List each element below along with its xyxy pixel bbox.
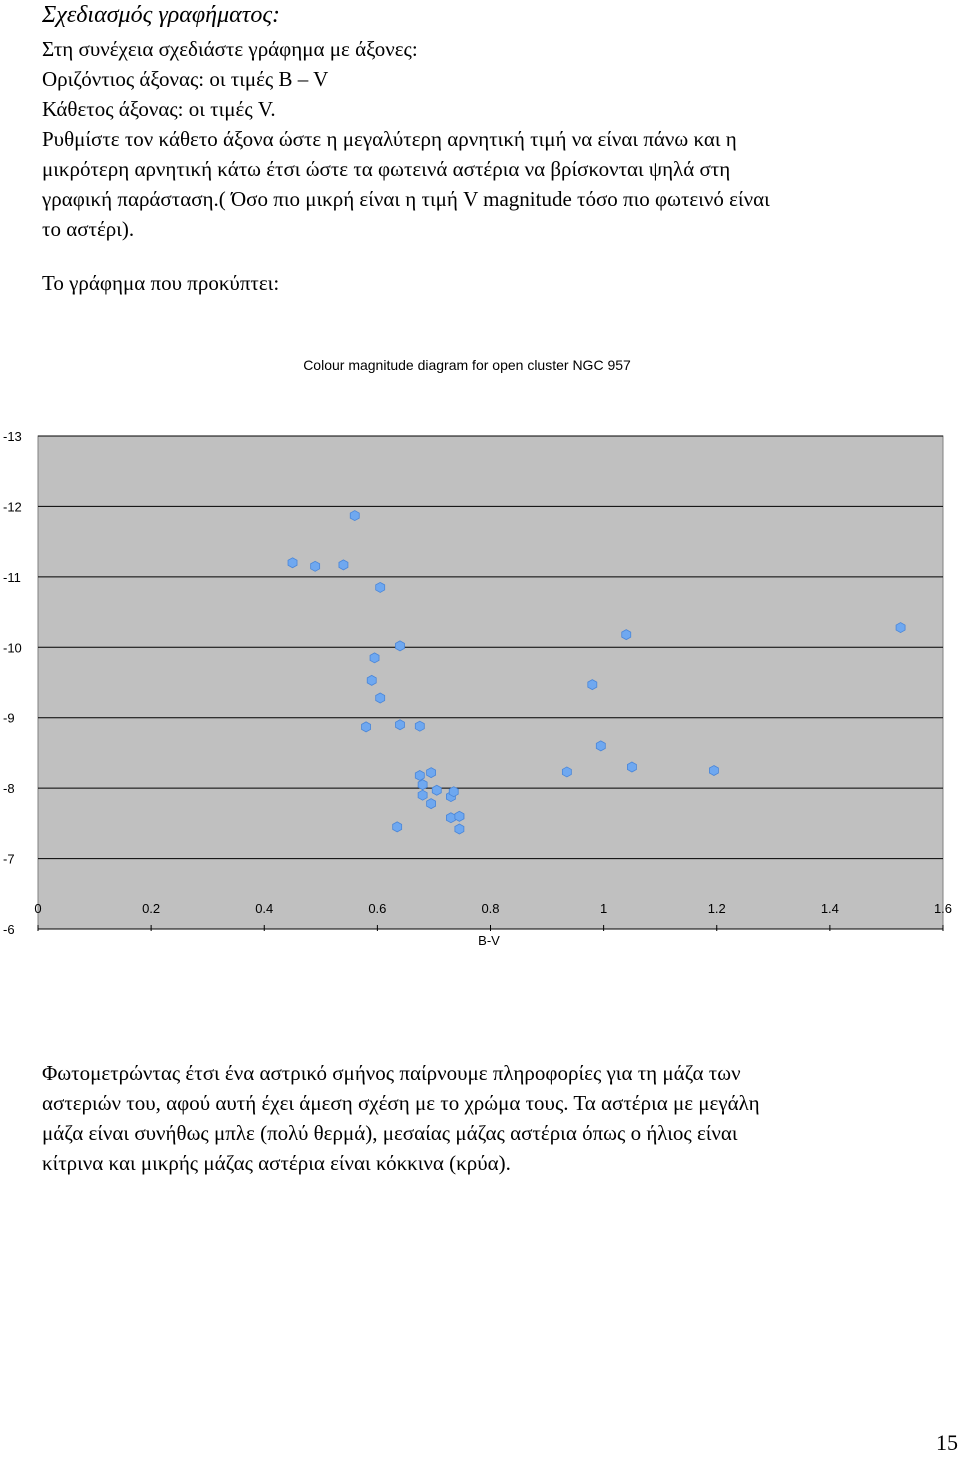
y-tick-label: -8 bbox=[3, 781, 15, 796]
data-point bbox=[454, 823, 465, 835]
data-point bbox=[595, 740, 606, 752]
data-point bbox=[287, 557, 298, 569]
intro-line: Κάθετος άξονας: οι τιμές V. bbox=[42, 97, 276, 121]
data-point bbox=[448, 786, 459, 798]
data-point bbox=[395, 640, 405, 652]
data-points bbox=[287, 510, 906, 835]
data-point bbox=[392, 821, 403, 833]
grid-lines bbox=[38, 435, 943, 930]
data-point bbox=[414, 720, 425, 732]
x-tick-label: 0.8 bbox=[481, 901, 499, 916]
x-tick-label: 0 bbox=[34, 901, 41, 916]
data-point bbox=[454, 810, 465, 822]
data-point bbox=[627, 761, 637, 773]
y-tick-label: -13 bbox=[3, 429, 22, 444]
data-point bbox=[561, 766, 572, 778]
y-tick-label: -10 bbox=[3, 640, 22, 655]
data-point bbox=[431, 784, 442, 796]
data-point bbox=[369, 652, 380, 664]
page-number: 15 bbox=[936, 1430, 958, 1455]
x-tick-label: 0.6 bbox=[368, 901, 386, 916]
intro-line: το αστέρι). bbox=[42, 217, 135, 241]
result-label: Το γράφημα που προκύπτει: bbox=[42, 271, 280, 295]
data-point bbox=[621, 629, 632, 641]
data-point bbox=[426, 767, 437, 779]
x-axis-ticks: 0 0.2 0.4 0.6 0.8 1 1.2 1.4 1.6 bbox=[34, 901, 952, 931]
x-tick-label: 1.6 bbox=[934, 901, 952, 916]
y-tick-label: -7 bbox=[3, 852, 15, 867]
data-point bbox=[446, 812, 456, 824]
intro-line: Στη συνέχεια σχεδιάστε γράφημα με άξονες… bbox=[42, 37, 418, 61]
data-point bbox=[338, 559, 349, 571]
x-tick-label: 1.2 bbox=[708, 901, 726, 916]
data-point bbox=[366, 674, 377, 686]
x-tick-label: 1.4 bbox=[821, 901, 839, 916]
conclusion-line: Φωτομετρώντας έτσι ένα αστρικό σμήνος πα… bbox=[42, 1061, 741, 1085]
conclusion-line: μάζα είναι συνήθως μπλε (πολύ θερμά), με… bbox=[42, 1121, 738, 1145]
y-tick-label: -9 bbox=[3, 711, 15, 726]
y-tick-label: -6 bbox=[3, 922, 15, 937]
conclusion-line: κίτρινα και μικρής μάζας αστέρια είναι κ… bbox=[42, 1151, 511, 1175]
x-tick-label: 0.2 bbox=[142, 901, 160, 916]
x-tick-label: 1 bbox=[600, 901, 607, 916]
data-point bbox=[310, 560, 321, 572]
conclusion-paragraph: Φωτομετρώντας έτσι ένα αστρικό σμήνος πα… bbox=[42, 1058, 760, 1178]
conclusion-line: αστεριών του, αφού αυτή έχει άμεση σχέση… bbox=[42, 1091, 760, 1115]
x-tick-label: 0.4 bbox=[255, 901, 273, 916]
intro-line: μικρότερη αρνητική κάτω έτσι ώστε τα φωτ… bbox=[42, 157, 731, 181]
data-point bbox=[587, 679, 598, 691]
data-point bbox=[417, 789, 428, 801]
data-point bbox=[361, 721, 371, 733]
data-point bbox=[395, 719, 405, 731]
y-tick-label: -12 bbox=[3, 499, 22, 514]
y-tick-label: -11 bbox=[3, 570, 21, 585]
data-point bbox=[417, 779, 428, 791]
data-point bbox=[349, 510, 360, 522]
data-point bbox=[375, 581, 386, 593]
intro-line: Ρυθμίστε τον κάθετο άξονα ώστε η μεγαλύτ… bbox=[42, 127, 737, 151]
data-point bbox=[426, 798, 437, 810]
scatter-chart: Colour magnitude diagram for open cluste… bbox=[3, 357, 952, 948]
data-point bbox=[895, 622, 906, 634]
data-point bbox=[709, 765, 719, 776]
x-axis-label: B-V bbox=[478, 933, 500, 948]
y-axis-ticks: -13 -12 -11 -10 -9 -8 -7 -6 bbox=[3, 429, 22, 937]
chart-title: Colour magnitude diagram for open cluste… bbox=[303, 357, 631, 373]
data-point bbox=[375, 692, 386, 704]
section-heading: Σχεδιασμός γραφήματος: bbox=[42, 2, 281, 28]
intro-line: γραφική παράσταση.( Όσο πιο μικρή είναι … bbox=[42, 187, 770, 211]
data-point bbox=[414, 770, 425, 781]
intro-line: Οριζόντιος άξονας: οι τιμές B – V bbox=[42, 67, 329, 91]
plot-area bbox=[37, 435, 944, 930]
intro-paragraph: Στη συνέχεια σχεδιάστε γράφημα με άξονες… bbox=[42, 34, 770, 244]
